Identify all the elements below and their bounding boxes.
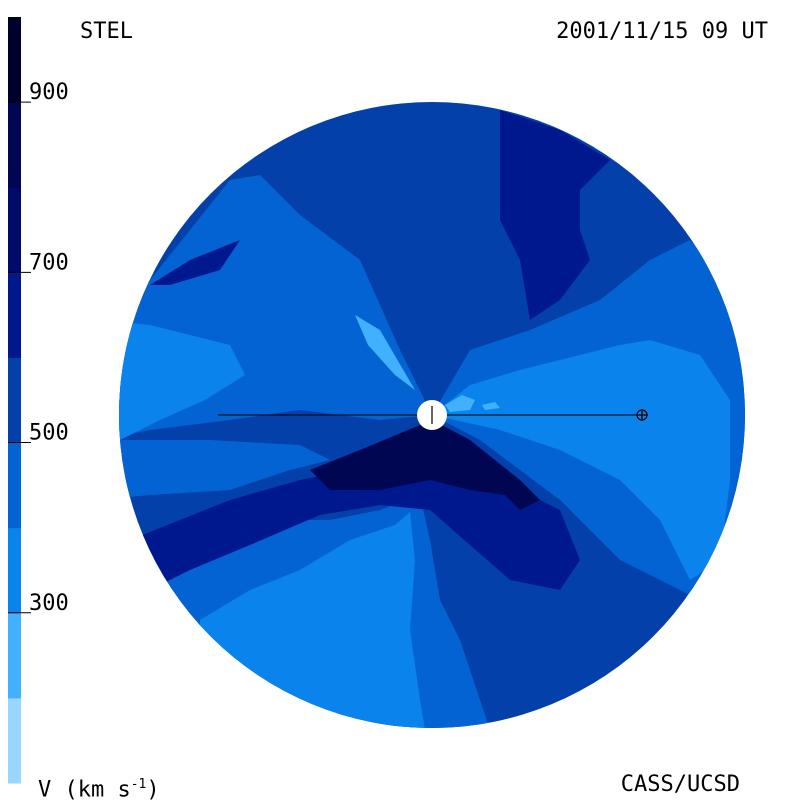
contour-region-north-dark	[500, 110, 610, 320]
units-prefix: V (km s	[38, 777, 131, 802]
units-label: V (km s-1)	[38, 773, 160, 802]
contour-region-left-light	[119, 320, 245, 440]
colorbar-tick-label: 700	[29, 250, 69, 275]
colorbar-tick-label: 900	[29, 80, 69, 105]
contour-region-north-mid	[290, 320, 432, 415]
colorbar-segment	[8, 527, 21, 614]
contour-region-west-dark	[150, 240, 240, 285]
colorbar-segment	[8, 102, 21, 188]
colorbar-segment	[8, 612, 21, 699]
timestamp-label: 2001/11/15 09 UT	[556, 19, 768, 44]
contour-region-east-streak-2	[482, 402, 500, 410]
contour-region-right-light	[432, 340, 730, 580]
colorbar	[8, 17, 21, 784]
colorbar-segment	[8, 17, 21, 103]
units-exponent: -1	[130, 777, 147, 792]
units-suffix: )	[146, 777, 160, 802]
earth-marker-icon	[636, 409, 648, 421]
contour-region-north-streak	[355, 315, 415, 390]
contour-region-south-darker	[310, 420, 540, 510]
colorbar-segment	[8, 442, 21, 529]
colorbar-segment	[8, 697, 21, 784]
colorbar-tick-label: 500	[29, 421, 69, 446]
observatory-label: STEL	[80, 19, 133, 44]
colorbar-ticks: 300 500 700 900	[8, 80, 69, 616]
colorbar-segment	[8, 187, 21, 273]
colorbar-tick-label: 300	[29, 591, 69, 616]
credit-label: CASS/UCSD	[620, 772, 740, 797]
contour-region-left-mid	[119, 440, 330, 500]
colorbar-segment	[8, 272, 21, 358]
colorbar-segment	[8, 357, 21, 444]
contour-region-east-streak	[445, 395, 475, 412]
